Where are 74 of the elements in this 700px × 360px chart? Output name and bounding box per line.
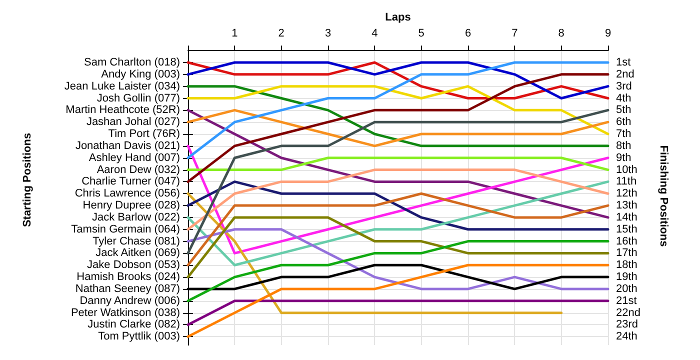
line-series: [186, 73, 610, 183]
x-tick-label: 5: [418, 28, 424, 40]
line-series: [186, 85, 610, 136]
category-label: Charlie Turner (047): [82, 176, 180, 188]
line-series: [186, 216, 610, 278]
x-axis-title: Laps: [385, 12, 411, 24]
x-tick-label: 1: [232, 28, 238, 40]
category-label: Henry Dupree (028): [82, 200, 180, 212]
category-label: Tamsin Germain (064): [71, 223, 180, 236]
category-label: Sam Charlton (018): [84, 56, 180, 68]
y-tick-label: 15th: [616, 223, 638, 236]
y-axis-title: Finishing Positions: [658, 145, 670, 247]
category-label: Tim Port (76R): [108, 128, 180, 140]
y-tick-label: 11th: [616, 176, 637, 188]
y-tick-label: 21st: [616, 294, 637, 307]
category-label: Peter Watkinson (038): [70, 306, 180, 319]
line-series: [186, 61, 610, 100]
y-tick-label: 20th: [616, 282, 638, 295]
y-tick-label: 19th: [616, 271, 638, 284]
category-label: Hamish Brooks (024): [76, 271, 180, 284]
x-tick-label: 2: [278, 28, 284, 40]
category-label: Aaron Dew (032): [96, 164, 180, 176]
x-tick-label: 3: [324, 28, 332, 40]
category-label: Martin Heathcote (52R): [66, 104, 180, 116]
category-label: Ashley Hand (007): [88, 152, 180, 164]
category-label: Jake Dobson (053): [87, 259, 180, 272]
y-tick-label: 18th: [616, 259, 638, 272]
y-tick-label: 2nd: [616, 68, 634, 80]
category-label: Josh Gollin (077): [96, 92, 180, 104]
y-tick-label: 3rd: [616, 80, 632, 92]
category-label: Justin Clarke (082): [88, 318, 180, 331]
y-tick-label: 13th: [616, 200, 638, 212]
line-series: [186, 85, 610, 148]
y-tick-label: 22nd: [616, 306, 640, 319]
y-tick-label: 8th: [616, 140, 632, 152]
line-series: [186, 61, 610, 160]
y-tick-label: 23rd: [616, 318, 638, 331]
category-label: Tyler Chase (081): [92, 235, 180, 248]
line-series: [186, 108, 610, 219]
y-tick-label: 9th: [616, 152, 632, 164]
y-tick-label: 12th: [616, 188, 638, 200]
category-label: Jonathan Davis (021): [75, 140, 180, 152]
category-label: Danny Andrew (006): [80, 294, 180, 307]
line-series: [186, 168, 610, 231]
category-label: Jack Barlow (022): [92, 211, 180, 224]
line-series: [186, 264, 610, 338]
text: Starting Positions: [22, 132, 34, 228]
y-tick-label: 24th: [616, 330, 638, 343]
category-label: Tom Pyttlik (003): [98, 330, 180, 343]
line-series: [186, 108, 610, 148]
y-tick-label: 14th: [616, 211, 638, 224]
line-series: [186, 228, 610, 290]
y-tick-label: 4th: [616, 92, 632, 104]
category-label: Jean Luke Laister (034): [64, 80, 180, 92]
category-label: Nathan Seeney (087): [75, 282, 180, 295]
y-tick-label: 1st: [616, 56, 631, 68]
line-series: [186, 240, 610, 302]
y-tick-label: 7th: [616, 128, 632, 140]
category-label: Chris Lawrence (056): [74, 188, 180, 200]
y-tick-label: 10th: [616, 164, 638, 176]
category-label: Jack Aitken (069): [96, 247, 180, 260]
y-tick-label: 5th: [616, 104, 632, 116]
line-series: [186, 108, 610, 254]
x-tick-label: 9: [604, 28, 612, 40]
x-tick-label: 6: [464, 28, 472, 40]
line-series: [186, 180, 610, 231]
category-label: Andy King (003): [101, 68, 180, 80]
x-tick-label: 8: [558, 28, 564, 40]
y-tick-label: 6th: [616, 116, 632, 128]
category-label: Jashan Johal (027): [86, 116, 180, 128]
y-tick-label: 17th: [616, 247, 638, 260]
x-tick-label: 7: [512, 28, 518, 40]
y-tick-label: 16th: [616, 235, 638, 248]
x-tick-label: 4: [372, 28, 378, 40]
